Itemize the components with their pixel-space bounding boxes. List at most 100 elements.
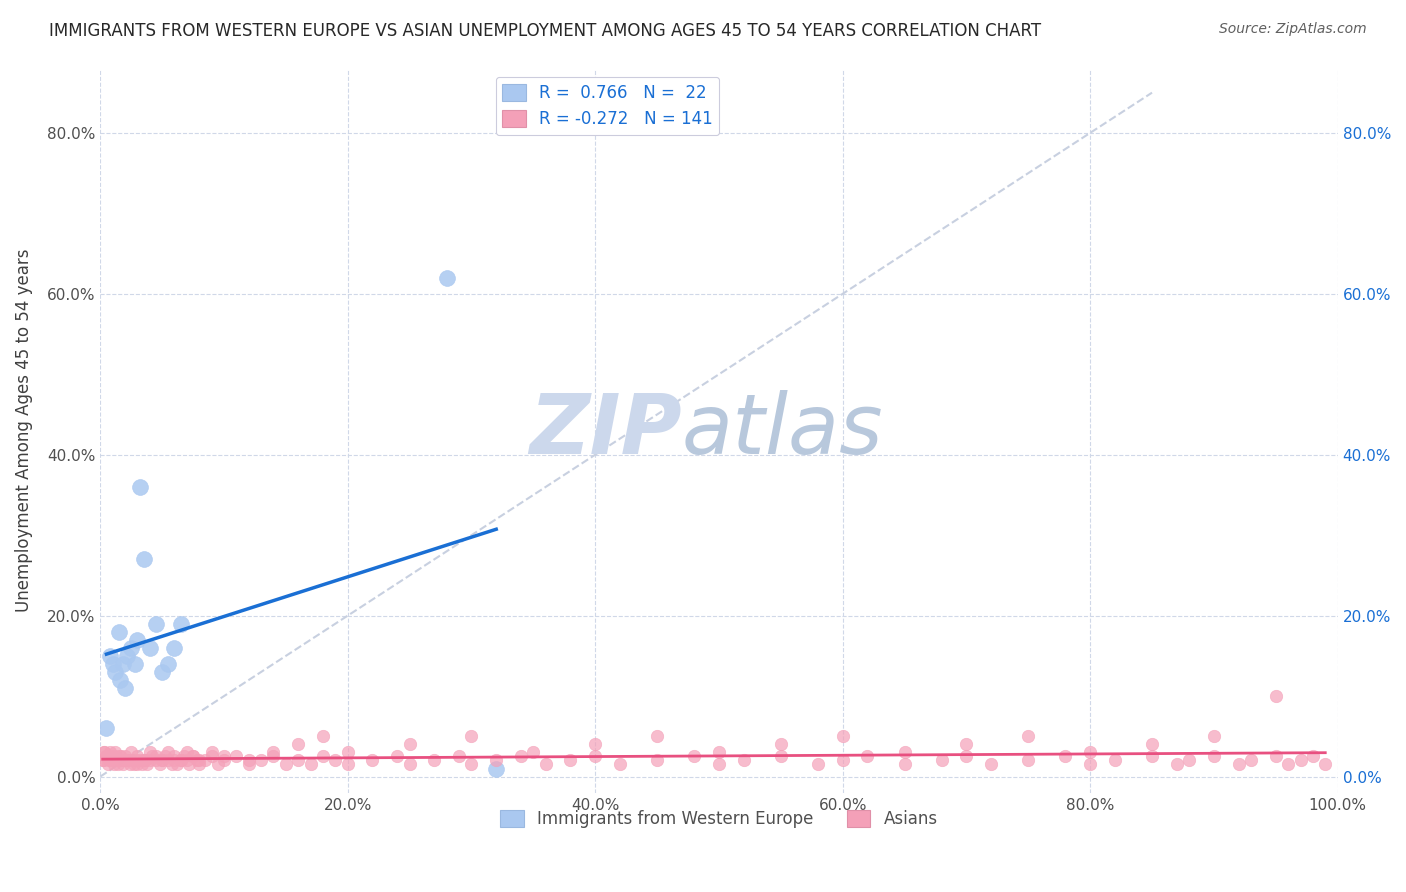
Point (128, 480, 150, 494)
Point (170, 754, 193, 768)
Point (104, 665, 127, 679)
Point (186, 754, 208, 768)
Point (460, 757, 482, 772)
Point (955, 738, 977, 752)
Point (134, 754, 156, 768)
Point (136, 757, 159, 772)
Point (127, 757, 149, 772)
Point (93, 746, 115, 760)
Point (1140, 738, 1163, 752)
Point (145, 749, 167, 764)
Point (645, 729, 668, 743)
Point (101, 657, 124, 671)
Point (387, 749, 409, 764)
Point (91, 754, 114, 768)
Point (1078, 757, 1101, 772)
Point (263, 746, 285, 760)
Point (683, 749, 706, 764)
Point (127, 632, 149, 647)
Point (93, 746, 115, 760)
Point (108, 749, 131, 764)
Point (893, 746, 915, 760)
Point (128, 754, 150, 768)
Point (96, 721, 118, 735)
Point (157, 746, 180, 760)
Point (769, 738, 792, 752)
Point (1264, 689, 1286, 703)
Point (97, 754, 120, 768)
Point (96, 749, 118, 764)
Point (98, 746, 121, 760)
Point (173, 749, 195, 764)
Point (423, 754, 446, 768)
Point (361, 754, 384, 768)
Point (856, 749, 879, 764)
Text: ZIP: ZIP (529, 390, 682, 471)
Point (132, 754, 155, 768)
Point (201, 746, 224, 760)
Point (931, 754, 953, 768)
Point (1302, 749, 1324, 764)
Point (1277, 757, 1299, 772)
Point (150, 754, 173, 768)
Point (157, 754, 180, 768)
Point (96, 749, 118, 764)
Point (1227, 757, 1250, 772)
Point (1140, 749, 1163, 764)
Point (118, 757, 141, 772)
Point (1264, 749, 1286, 764)
Point (179, 757, 201, 772)
Point (312, 749, 335, 764)
Point (287, 738, 309, 752)
Point (583, 738, 606, 752)
Point (485, 754, 508, 768)
Point (114, 681, 136, 695)
Point (1078, 746, 1101, 760)
Point (117, 754, 139, 768)
Point (170, 616, 193, 631)
Point (336, 746, 359, 760)
Point (560, 754, 582, 768)
Point (145, 754, 167, 768)
Point (131, 757, 153, 772)
Point (1104, 754, 1126, 768)
Point (609, 757, 631, 772)
Text: IMMIGRANTS FROM WESTERN EUROPE VS ASIAN UNEMPLOYMENT AMONG AGES 45 TO 54 YEARS C: IMMIGRANTS FROM WESTERN EUROPE VS ASIAN … (49, 22, 1042, 40)
Point (176, 746, 198, 760)
Y-axis label: Unemployment Among Ages 45 to 54 years: Unemployment Among Ages 45 to 54 years (15, 249, 32, 612)
Point (107, 757, 129, 772)
Point (105, 754, 128, 768)
Point (97, 757, 120, 772)
Point (212, 754, 235, 768)
Point (436, 270, 458, 285)
Point (163, 754, 186, 768)
Point (132, 552, 155, 566)
Point (160, 757, 183, 772)
Point (583, 749, 606, 764)
Point (108, 754, 131, 768)
Point (1178, 754, 1201, 768)
Point (120, 746, 142, 760)
Point (707, 746, 730, 760)
Point (181, 749, 204, 764)
Point (153, 749, 176, 764)
Point (112, 754, 135, 768)
Point (149, 757, 172, 772)
Point (460, 729, 482, 743)
Point (225, 749, 247, 764)
Point (485, 762, 508, 776)
Point (139, 640, 162, 655)
Point (100, 749, 122, 764)
Point (145, 616, 167, 631)
Point (274, 757, 297, 772)
Point (124, 657, 146, 671)
Point (117, 648, 139, 663)
Point (101, 754, 124, 768)
Point (449, 749, 471, 764)
Point (139, 746, 162, 760)
Point (325, 754, 347, 768)
Point (831, 729, 853, 743)
Point (201, 749, 224, 764)
Point (398, 757, 420, 772)
Point (336, 757, 359, 772)
